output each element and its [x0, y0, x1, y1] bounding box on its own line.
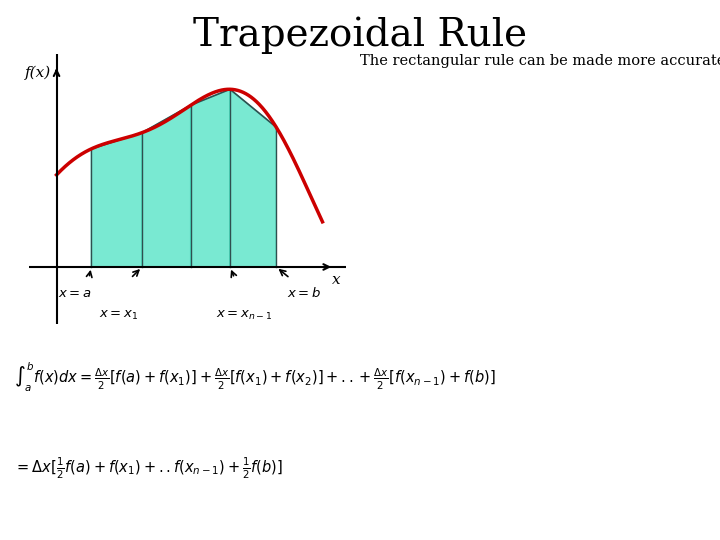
Polygon shape	[142, 105, 191, 267]
Text: $x=x_1$: $x=x_1$	[99, 309, 139, 322]
Text: f(x): f(x)	[25, 66, 51, 80]
Text: The rectangular rule can be made more accurate by using trapezoids to replace th: The rectangular rule can be made more ac…	[360, 54, 720, 68]
Text: Trapezoidal Rule: Trapezoidal Rule	[193, 16, 527, 53]
Text: $x=b$: $x=b$	[287, 286, 321, 300]
Polygon shape	[230, 89, 276, 267]
Text: $x=a$: $x=a$	[58, 287, 92, 300]
Text: x: x	[332, 273, 341, 287]
Polygon shape	[191, 89, 230, 267]
Text: $x=x_{n-1}$: $x=x_{n-1}$	[215, 309, 272, 322]
Polygon shape	[91, 133, 142, 267]
Text: $\int_a^b f(x)dx = \frac{\Delta x}{2}[f(a)+f(x_1)]+\frac{\Delta x}{2}[f(x_1)+f(x: $\int_a^b f(x)dx = \frac{\Delta x}{2}[f(…	[14, 360, 496, 394]
Text: $= \Delta x[\frac{1}{2}f(a)+f(x_1)+..f(x_{n-1})+\frac{1}{2}f(b)]$: $= \Delta x[\frac{1}{2}f(a)+f(x_1)+..f(x…	[14, 456, 284, 482]
